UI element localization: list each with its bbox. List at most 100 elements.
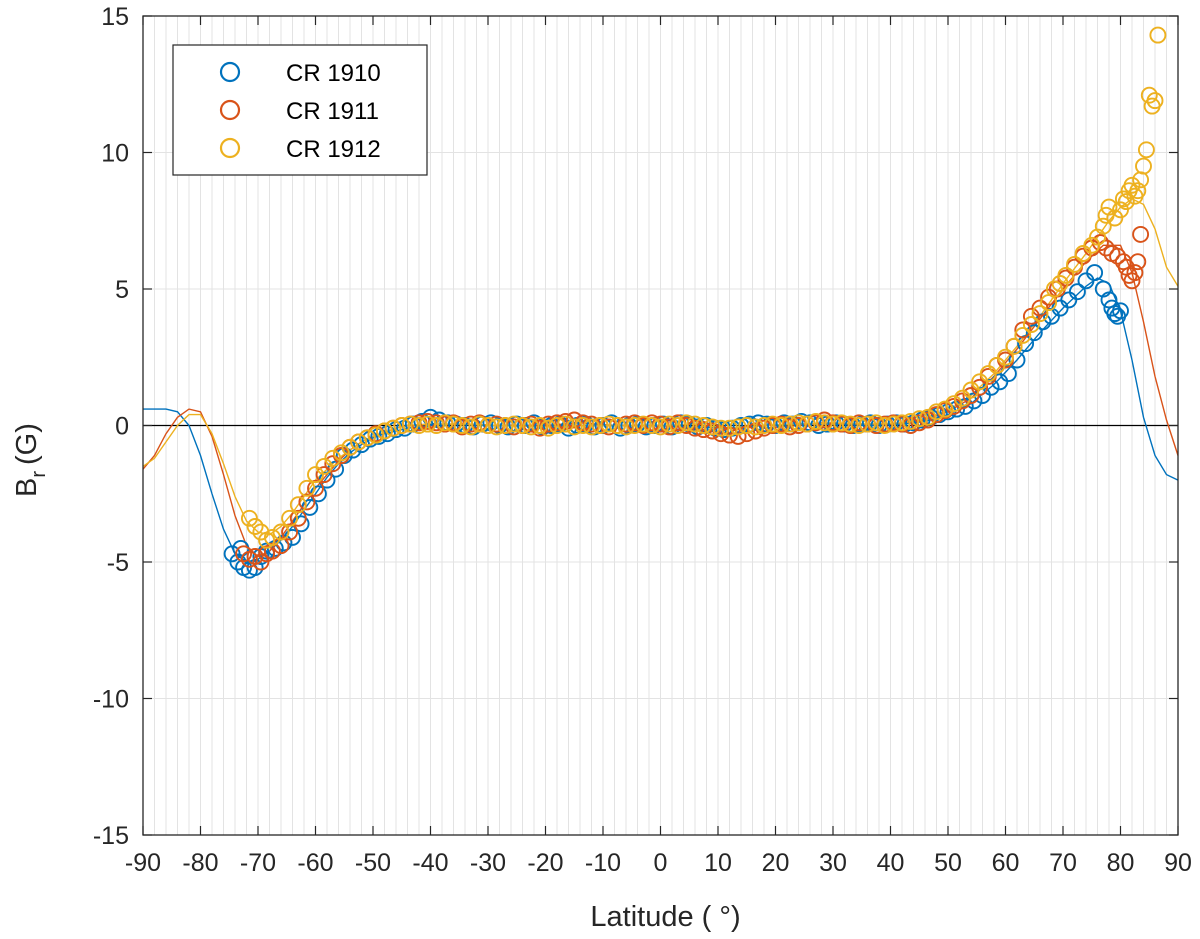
data-point: [1005, 337, 1023, 355]
data-point: [1086, 264, 1104, 282]
y-tick-label: -10: [93, 686, 129, 714]
data-point: [298, 493, 316, 511]
data-point: [1129, 253, 1147, 271]
data-point: [307, 479, 324, 497]
x-tick-label: 80: [1107, 849, 1135, 877]
legend-marker: [219, 61, 241, 83]
data-point: [910, 410, 928, 428]
data-point: [703, 422, 721, 440]
data-point: [686, 419, 704, 437]
x-tick-label: -50: [355, 849, 391, 877]
data-point: [841, 415, 859, 433]
data-point: [332, 444, 350, 462]
data-point: [634, 415, 652, 433]
x-tick-label: 50: [934, 849, 962, 877]
y-tick-labels: -15 -10 -5 0 5 10 15: [93, 3, 129, 850]
y-tick-label: 10: [101, 140, 129, 168]
tick-layer: [142, 15, 1179, 836]
data-point: [600, 415, 618, 433]
data-point: [712, 419, 730, 437]
data-point: [289, 496, 307, 514]
data-point: [807, 412, 825, 430]
x-tick-label: 0: [654, 849, 668, 877]
data-point: [574, 417, 592, 434]
x-tick-label: 30: [819, 849, 847, 877]
data-point: [1014, 326, 1032, 344]
data-point: [1031, 305, 1049, 323]
data-point: [1100, 291, 1118, 309]
data-point: [677, 414, 695, 432]
y-axis-label-unit: (G): [11, 423, 43, 465]
data-point: [298, 479, 316, 497]
data-point: [445, 415, 462, 433]
x-tick-label: -20: [527, 849, 563, 877]
data-point: [419, 415, 437, 433]
x-tick-label: -10: [585, 849, 621, 877]
data-point: [1126, 264, 1144, 282]
y-tick-label: -15: [93, 822, 129, 850]
data-point: [695, 417, 713, 434]
legend-box: [172, 44, 428, 176]
data-point: [539, 419, 557, 437]
data-point: [669, 417, 687, 434]
data-point: [341, 438, 359, 456]
data-point: [772, 417, 790, 434]
data-point: [1094, 217, 1112, 235]
data-point: [1146, 92, 1164, 110]
data-point: [1045, 280, 1063, 298]
x-tick-labels: -90 -80 -70 -60 -50 -40 -30 -20 -10 0 10 20 30 40 50 60…: [125, 849, 1192, 877]
data-point: [272, 523, 290, 541]
data-point: [652, 418, 669, 436]
data-point: [358, 429, 376, 447]
data-point: [1025, 324, 1043, 342]
x-tick-label: -30: [470, 849, 506, 877]
data-point: [867, 414, 885, 432]
data-point: [1132, 171, 1150, 189]
legend-label: CR 1912: [286, 136, 381, 163]
y-axis-label-main: B: [11, 478, 43, 497]
data-point: [522, 418, 540, 436]
series-3-points: [240, 26, 1167, 549]
x-tick-label: 40: [877, 849, 905, 877]
data-point: [738, 417, 756, 434]
legend-marker: [219, 137, 241, 159]
data-point: [833, 414, 851, 432]
data-point: [746, 422, 764, 440]
data-point: [1140, 86, 1158, 104]
data-point: [764, 415, 782, 433]
data-point: [695, 421, 713, 439]
x-tick-label: 90: [1164, 849, 1192, 877]
data-point: [997, 348, 1014, 366]
x-tick-label: -70: [240, 849, 276, 877]
data-point: [617, 418, 635, 436]
data-point: [1123, 272, 1141, 290]
x-tick-label: 60: [992, 849, 1020, 877]
data-point: [936, 400, 954, 418]
data-point: [263, 528, 281, 546]
data-point: [815, 414, 833, 432]
data-point: [479, 417, 497, 434]
data-point: [790, 414, 807, 432]
data-point: [1031, 299, 1049, 317]
data-point: [583, 418, 600, 436]
data-point: [910, 414, 928, 432]
data-point: [608, 417, 626, 434]
data-point: [453, 417, 471, 434]
y-tick-label: 5: [115, 276, 129, 304]
data-point: [919, 408, 937, 426]
data-point: [235, 545, 253, 563]
data-points-layer: [223, 26, 1167, 579]
data-point: [591, 417, 609, 434]
data-point: [798, 415, 816, 433]
data-point: [928, 403, 945, 421]
y-tick-label: 15: [101, 3, 129, 31]
x-tick-label: -90: [125, 849, 161, 877]
data-point: [281, 523, 299, 541]
data-point: [427, 417, 445, 434]
data-point: [945, 395, 963, 413]
data-point: [755, 417, 773, 434]
legend-marker: [219, 99, 241, 121]
data-point: [548, 417, 566, 434]
